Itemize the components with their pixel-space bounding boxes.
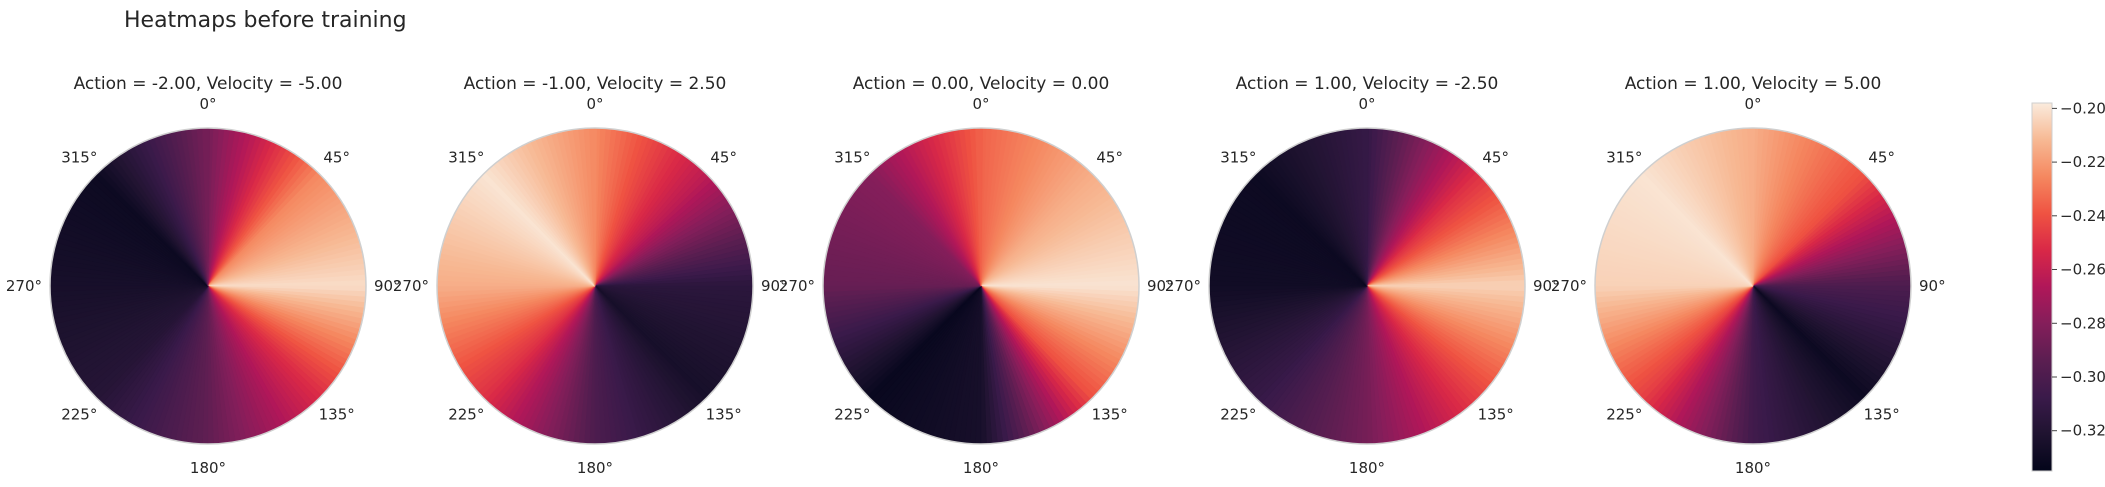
- theta-tick-label: 45°: [1868, 148, 1895, 166]
- theta-tick-label: 45°: [710, 148, 737, 166]
- theta-tick-label: 270°: [1551, 277, 1587, 295]
- panel-title: Action = 1.00, Velocity = -2.50: [1236, 74, 1499, 94]
- theta-tick-label: 0°: [1744, 95, 1761, 113]
- theta-tick-label: 90°: [761, 277, 788, 295]
- colorbar-tick-label: −0.26: [2060, 261, 2105, 279]
- polar-frame: [1594, 127, 1912, 445]
- theta-tick-label: 135°: [706, 406, 742, 424]
- theta-tick-label: 135°: [1864, 406, 1900, 424]
- colorbar-tick-label: −0.24: [2060, 207, 2105, 225]
- colorbar-tick-label: −0.20: [2060, 99, 2105, 117]
- theta-tick-label: 225°: [448, 406, 484, 424]
- panel-title: Action = 1.00, Velocity = 5.00: [1625, 74, 1882, 94]
- theta-tick-label: 0°: [972, 95, 989, 113]
- theta-tick-label: 315°: [1220, 148, 1256, 166]
- colorbar-gradient: [2031, 102, 2053, 472]
- theta-tick-label: 0°: [199, 95, 216, 113]
- theta-tick-label: 270°: [1165, 277, 1201, 295]
- theta-tick-label: 45°: [323, 148, 350, 166]
- theta-tick-label: 45°: [1096, 148, 1123, 166]
- panel-title: Action = -1.00, Velocity = 2.50: [464, 74, 727, 94]
- panel-title: Action = -2.00, Velocity = -5.00: [74, 74, 343, 94]
- theta-tick-label: 315°: [834, 148, 870, 166]
- polar-heatmap-4: Action = 1.00, Velocity = -2.500° 45° 90° 1…: [1165, 74, 1560, 477]
- theta-tick-label: 180°: [963, 459, 999, 477]
- polar-frame: [436, 127, 754, 445]
- theta-tick-label: 0°: [586, 95, 603, 113]
- polar-frame: [49, 127, 367, 445]
- theta-tick-label: 90°: [1533, 277, 1560, 295]
- theta-tick-label: 315°: [448, 148, 484, 166]
- theta-tick-label: 180°: [1349, 459, 1385, 477]
- theta-tick-label: 225°: [1606, 406, 1642, 424]
- theta-tick-label: 45°: [1482, 148, 1509, 166]
- theta-tick-label: 180°: [1735, 459, 1771, 477]
- polar-heatmap-1: Action = -2.00, Velocity = -5.000° 45° 90°…: [6, 74, 401, 477]
- theta-tick-label: 90°: [1147, 277, 1174, 295]
- theta-tick-label: 225°: [834, 406, 870, 424]
- theta-tick-label: 315°: [1606, 148, 1642, 166]
- theta-tick-label: 90°: [374, 277, 401, 295]
- theta-tick-label: 0°: [1358, 95, 1375, 113]
- theta-tick-label: 135°: [1092, 406, 1128, 424]
- colorbar-tick-label: −0.32: [2060, 422, 2105, 440]
- theta-tick-label: 135°: [319, 406, 355, 424]
- heatmap-wedges: [822, 127, 1140, 445]
- colorbar: −0.32 −0.30 −0.28 −0.26 −0.24 −0.22 −0.20: [2031, 99, 2105, 472]
- colorbar-tick-label: −0.22: [2060, 153, 2105, 171]
- figure-title: Heatmaps before training: [124, 8, 407, 33]
- theta-tick-label: 315°: [61, 148, 97, 166]
- theta-tick-label: 135°: [1478, 406, 1514, 424]
- theta-tick-label: 270°: [6, 277, 42, 295]
- panel-title: Action = 0.00, Velocity = 0.00: [853, 74, 1110, 94]
- colorbar-tick-label: −0.30: [2060, 368, 2105, 386]
- theta-tick-label: 225°: [61, 406, 97, 424]
- theta-tick-label: 270°: [779, 277, 815, 295]
- theta-tick-label: 180°: [190, 459, 226, 477]
- theta-tick-label: 225°: [1220, 406, 1256, 424]
- colorbar-tick-label: −0.28: [2060, 314, 2105, 332]
- theta-tick-label: 90°: [1919, 277, 1946, 295]
- polar-heatmap-3: Action = 0.00, Velocity = 0.000° 45° 90° 13…: [779, 74, 1174, 477]
- heatmap-wedges: [436, 127, 754, 445]
- polar-heatmap-5: Action = 1.00, Velocity = 5.000° 45° 90° 13…: [1551, 74, 1946, 477]
- polar-frame: [822, 127, 1140, 445]
- heatmap-wedges: [1208, 127, 1526, 445]
- polar-heatmap-2: Action = -1.00, Velocity = 2.500° 45° 90° 1…: [393, 74, 788, 477]
- heatmap-wedges: [1594, 127, 1912, 445]
- heatmap-panels: Action = -2.00, Velocity = -5.000°45°90°…: [6, 74, 1946, 477]
- polar-frame: [1208, 127, 1526, 445]
- theta-tick-label: 180°: [577, 459, 613, 477]
- heatmap-wedges: [49, 127, 367, 445]
- theta-tick-label: 270°: [393, 277, 429, 295]
